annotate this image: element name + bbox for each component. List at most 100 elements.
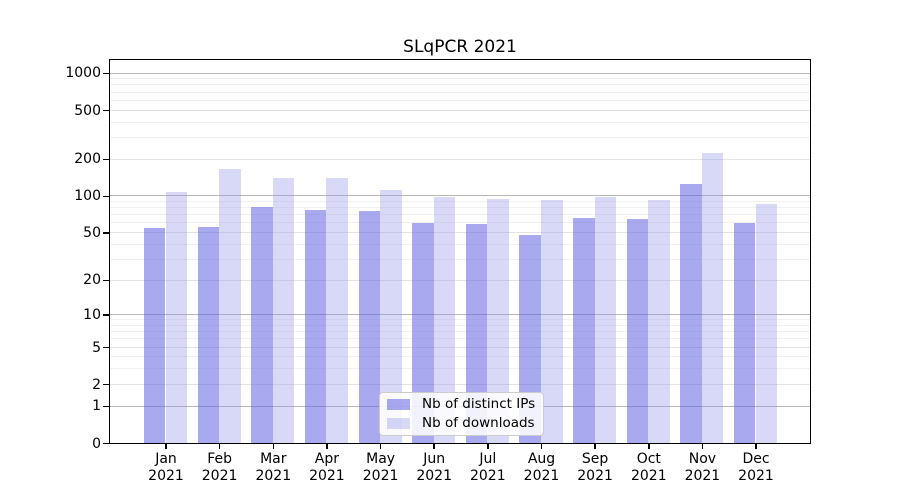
bar-downloads (219, 169, 241, 443)
gridline (109, 356, 810, 358)
x-tick-label-month: Sep (581, 451, 609, 467)
y-tick-mark (103, 383, 109, 386)
y-tick-label: 1000 (65, 65, 101, 82)
bar-downloads (648, 199, 670, 443)
gridline (109, 91, 810, 93)
x-tick-label-year: 2021 (362, 468, 399, 484)
gridline (109, 324, 810, 326)
bar-distinct-ips (412, 222, 434, 443)
bar-distinct-ips (304, 209, 327, 443)
gridline (109, 78, 810, 80)
gridline (109, 214, 810, 216)
gridline (109, 158, 810, 160)
x-tick-label: Jul 2021 (453, 451, 523, 485)
x-tick-label: Nov 2021 (667, 451, 737, 485)
y-tick-mark (103, 314, 109, 316)
x-tick-label-month: Mar (260, 451, 287, 467)
x-tick-label-year: 2021 (630, 468, 667, 484)
y-tick-label: 2 (92, 376, 101, 393)
x-tick-mark (540, 444, 543, 449)
y-tick-label: 1 (92, 398, 101, 415)
x-tick-label-year: 2021 (416, 468, 452, 484)
bar-downloads (380, 189, 402, 443)
bar-distinct-ips (197, 227, 220, 443)
gridline (109, 207, 810, 209)
legend-label-downloads: Nb of downloads (422, 415, 535, 431)
y-tick-mark (103, 405, 109, 408)
bar-downloads (433, 197, 456, 443)
y-tick-label: 20 (83, 272, 101, 289)
y-tick-mark (103, 346, 109, 349)
y-tick-mark (103, 158, 109, 161)
y-tick-label: 100 (74, 188, 101, 205)
x-tick-label-year: 2021 (469, 468, 506, 484)
x-tick-label: Feb 2021 (185, 451, 255, 485)
y-tick-mark (103, 195, 109, 197)
gridline (109, 314, 810, 316)
x-tick-label: May 2021 (346, 451, 416, 485)
x-tick-label-month: Dec (742, 451, 770, 467)
bar-distinct-ips (680, 183, 702, 443)
x-tick-mark (594, 444, 596, 449)
x-tick-label-month: Jan (155, 451, 177, 467)
y-tick-mark (103, 109, 109, 112)
legend: Nb of distinct IPs Nb of downloads (379, 392, 544, 436)
x-tick-label-month: Apr (314, 451, 339, 467)
gridline (109, 368, 810, 370)
bar-downloads (272, 177, 295, 443)
x-tick-label: Jun 2021 (399, 451, 469, 485)
bar-distinct-ips (143, 228, 166, 443)
y-tick-label: 5 (92, 339, 101, 356)
bar-downloads (755, 203, 778, 443)
y-tick-label: 0 (92, 435, 101, 452)
x-tick-label-year: 2021 (523, 468, 560, 484)
gridline (109, 121, 810, 123)
legend-label-distinct-ips: Nb of distinct IPs (422, 396, 536, 412)
legend-swatch-downloads (387, 418, 410, 429)
x-tick-mark (433, 444, 435, 449)
x-tick-label-month: Jun (423, 451, 446, 467)
x-tick-mark (701, 444, 704, 449)
bar-distinct-ips (626, 218, 649, 443)
x-tick-label-year: 2021 (577, 468, 613, 484)
x-tick-mark (165, 444, 167, 449)
x-tick-label: Apr 2021 (292, 451, 362, 485)
x-tick-mark (487, 444, 489, 449)
x-tick-label: Jan 2021 (131, 451, 201, 485)
gridline (109, 99, 810, 101)
y-tick-label: 500 (74, 102, 101, 119)
x-tick-mark (648, 444, 650, 449)
x-tick-mark (379, 444, 382, 449)
bar-distinct-ips (573, 217, 595, 443)
x-tick-label-year: 2021 (738, 468, 774, 484)
gridline (109, 136, 810, 138)
x-tick-label: Dec 2021 (721, 451, 791, 485)
gridline (109, 84, 810, 86)
bar-downloads (541, 200, 563, 443)
x-tick-label-month: Jul (479, 451, 497, 467)
x-tick-label-year: 2021 (148, 468, 184, 484)
x-tick-label-year: 2021 (309, 468, 345, 484)
gridline (109, 383, 810, 385)
chart-title: SLqPCR 2021 (403, 37, 517, 57)
bar-distinct-ips (465, 223, 488, 443)
bar-downloads (594, 196, 617, 443)
gridline (109, 319, 810, 321)
gridline (109, 195, 810, 197)
x-tick-mark (755, 444, 757, 449)
bar-downloads (487, 199, 509, 443)
legend-swatch-distinct-ips (387, 399, 410, 410)
gridline (109, 200, 810, 202)
x-tick-label-month: May (366, 451, 396, 467)
plot-area (108, 59, 811, 444)
x-tick-label: Aug 2021 (507, 451, 577, 485)
x-tick-label-month: Nov (688, 451, 717, 467)
gridline (109, 338, 810, 340)
legend-item-distinct-ips: Nb of distinct IPs (387, 397, 543, 412)
y-tick-mark (103, 279, 109, 282)
y-tick-label: 200 (74, 151, 101, 168)
gridline (109, 72, 810, 74)
x-tick-label-year: 2021 (255, 468, 292, 484)
y-tick-mark (103, 72, 109, 75)
